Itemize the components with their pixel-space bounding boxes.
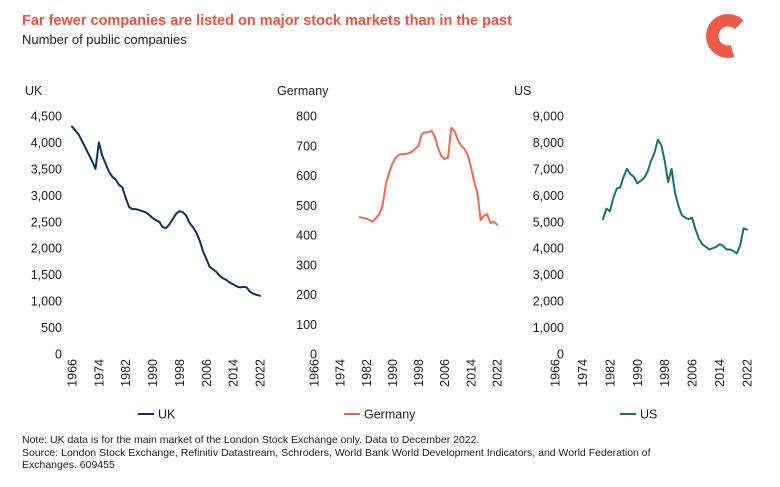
legend-us: US bbox=[620, 408, 657, 422]
y-tick-label: 700 bbox=[296, 139, 317, 153]
y-tick-label: 2,000 bbox=[31, 242, 62, 256]
brand-logo-icon bbox=[706, 13, 751, 59]
y-tick-label: 0 bbox=[557, 348, 564, 362]
chart-panel-uk: UK 0 500 1,000 1,500 2,000 2,500 3,000 3,500 4,00… bbox=[25, 84, 268, 422]
y-tick-label: 8,000 bbox=[533, 136, 564, 150]
y-tick-label: 2,000 bbox=[533, 295, 564, 309]
panel-title-germany: Germany bbox=[277, 84, 329, 98]
footnote-note: Note: UK data is for the main market of … bbox=[22, 434, 480, 446]
y-tick-label: 100 bbox=[296, 318, 317, 332]
y-tick-label: 5,000 bbox=[533, 215, 564, 229]
x-tick-label: 1998 bbox=[412, 359, 426, 387]
y-tick-label: 1,500 bbox=[31, 268, 62, 282]
x-tick-label: 1974 bbox=[576, 359, 590, 387]
legend-label: UK bbox=[158, 408, 176, 422]
y-tick-label: 3,000 bbox=[533, 268, 564, 282]
y-tick-label: 7,000 bbox=[533, 162, 564, 176]
y-tick-label: 3,000 bbox=[31, 189, 62, 203]
y-tick-label: 0 bbox=[55, 348, 62, 362]
footnote-source: Source: London Stock Exchange, Refinitiv… bbox=[22, 446, 651, 472]
y-tick-label: 4,500 bbox=[31, 110, 62, 124]
y-tick-label: 400 bbox=[296, 229, 317, 243]
x-tick-label: 2006 bbox=[200, 359, 214, 387]
legend-label: Germany bbox=[364, 408, 416, 422]
y-tick-label: 1,000 bbox=[31, 295, 62, 309]
y-tick-label: 3,500 bbox=[31, 162, 62, 176]
series-line-germany bbox=[358, 126, 498, 226]
x-tick-label: 2022 bbox=[741, 359, 755, 387]
y-tick-label: 300 bbox=[296, 258, 317, 272]
y-tick-label: 0 bbox=[310, 348, 317, 362]
x-tick-label: 2014 bbox=[713, 359, 727, 387]
x-tick-label: 2022 bbox=[491, 359, 505, 387]
legend-uk: UK bbox=[138, 408, 176, 422]
x-tick-label: 2006 bbox=[686, 359, 700, 387]
x-tick-label: 1990 bbox=[146, 359, 160, 387]
x-tick-label: 2014 bbox=[464, 359, 478, 387]
x-tick-label: 2006 bbox=[438, 359, 452, 387]
y-tick-label: 500 bbox=[41, 321, 62, 335]
y-tick-label: 6,000 bbox=[533, 189, 564, 203]
footnote: Note: UK data is for the main market of … bbox=[22, 434, 702, 472]
x-tick-label: 1998 bbox=[658, 359, 672, 387]
x-tick-label: 1982 bbox=[360, 359, 374, 387]
x-tick-label: 1982 bbox=[603, 359, 617, 387]
x-tick-label: 1966 bbox=[549, 359, 563, 387]
y-tick-label: 600 bbox=[296, 169, 317, 183]
y-tick-label: 4,000 bbox=[533, 242, 564, 256]
x-tick-label: 1998 bbox=[173, 359, 187, 387]
chart-panel-germany: Germany 0 100 200 300 400 500 600 700 800 1966 1974… bbox=[277, 84, 505, 422]
y-tick-label: 200 bbox=[296, 288, 317, 302]
x-tick-label: 1990 bbox=[386, 359, 400, 387]
legend-germany: Germany bbox=[344, 408, 416, 422]
chart-subtitle: Number of public companies bbox=[22, 32, 187, 47]
y-tick-label: 500 bbox=[296, 199, 317, 213]
y-tick-label: 1,000 bbox=[533, 321, 564, 335]
x-tick-label: 1990 bbox=[631, 359, 645, 387]
y-tick-label: 9,000 bbox=[533, 110, 564, 124]
x-tick-label: 2014 bbox=[227, 359, 241, 387]
y-tick-label: 800 bbox=[296, 110, 317, 124]
x-tick-label: 1966 bbox=[66, 359, 80, 387]
series-line-us bbox=[602, 138, 748, 255]
chart-panel-us: US 0 1,000 2,000 3,000 4,000 5,000 6,000 7,000 8,… bbox=[514, 84, 755, 422]
y-tick-label: 2,500 bbox=[31, 215, 62, 229]
series-line-uk bbox=[71, 125, 261, 297]
x-tick-label: 1966 bbox=[308, 359, 322, 387]
y-tick-label: 4,000 bbox=[31, 136, 62, 150]
x-tick-label: 1982 bbox=[119, 359, 133, 387]
panel-title-uk: UK bbox=[25, 84, 43, 98]
x-tick-label: 1974 bbox=[334, 359, 348, 387]
legend-label: US bbox=[640, 408, 657, 422]
x-tick-label: 2022 bbox=[254, 359, 268, 387]
x-tick-label: 1974 bbox=[92, 359, 106, 387]
panel-title-us: US bbox=[514, 84, 531, 98]
chart-title: Far fewer companies are listed on major … bbox=[22, 13, 512, 29]
